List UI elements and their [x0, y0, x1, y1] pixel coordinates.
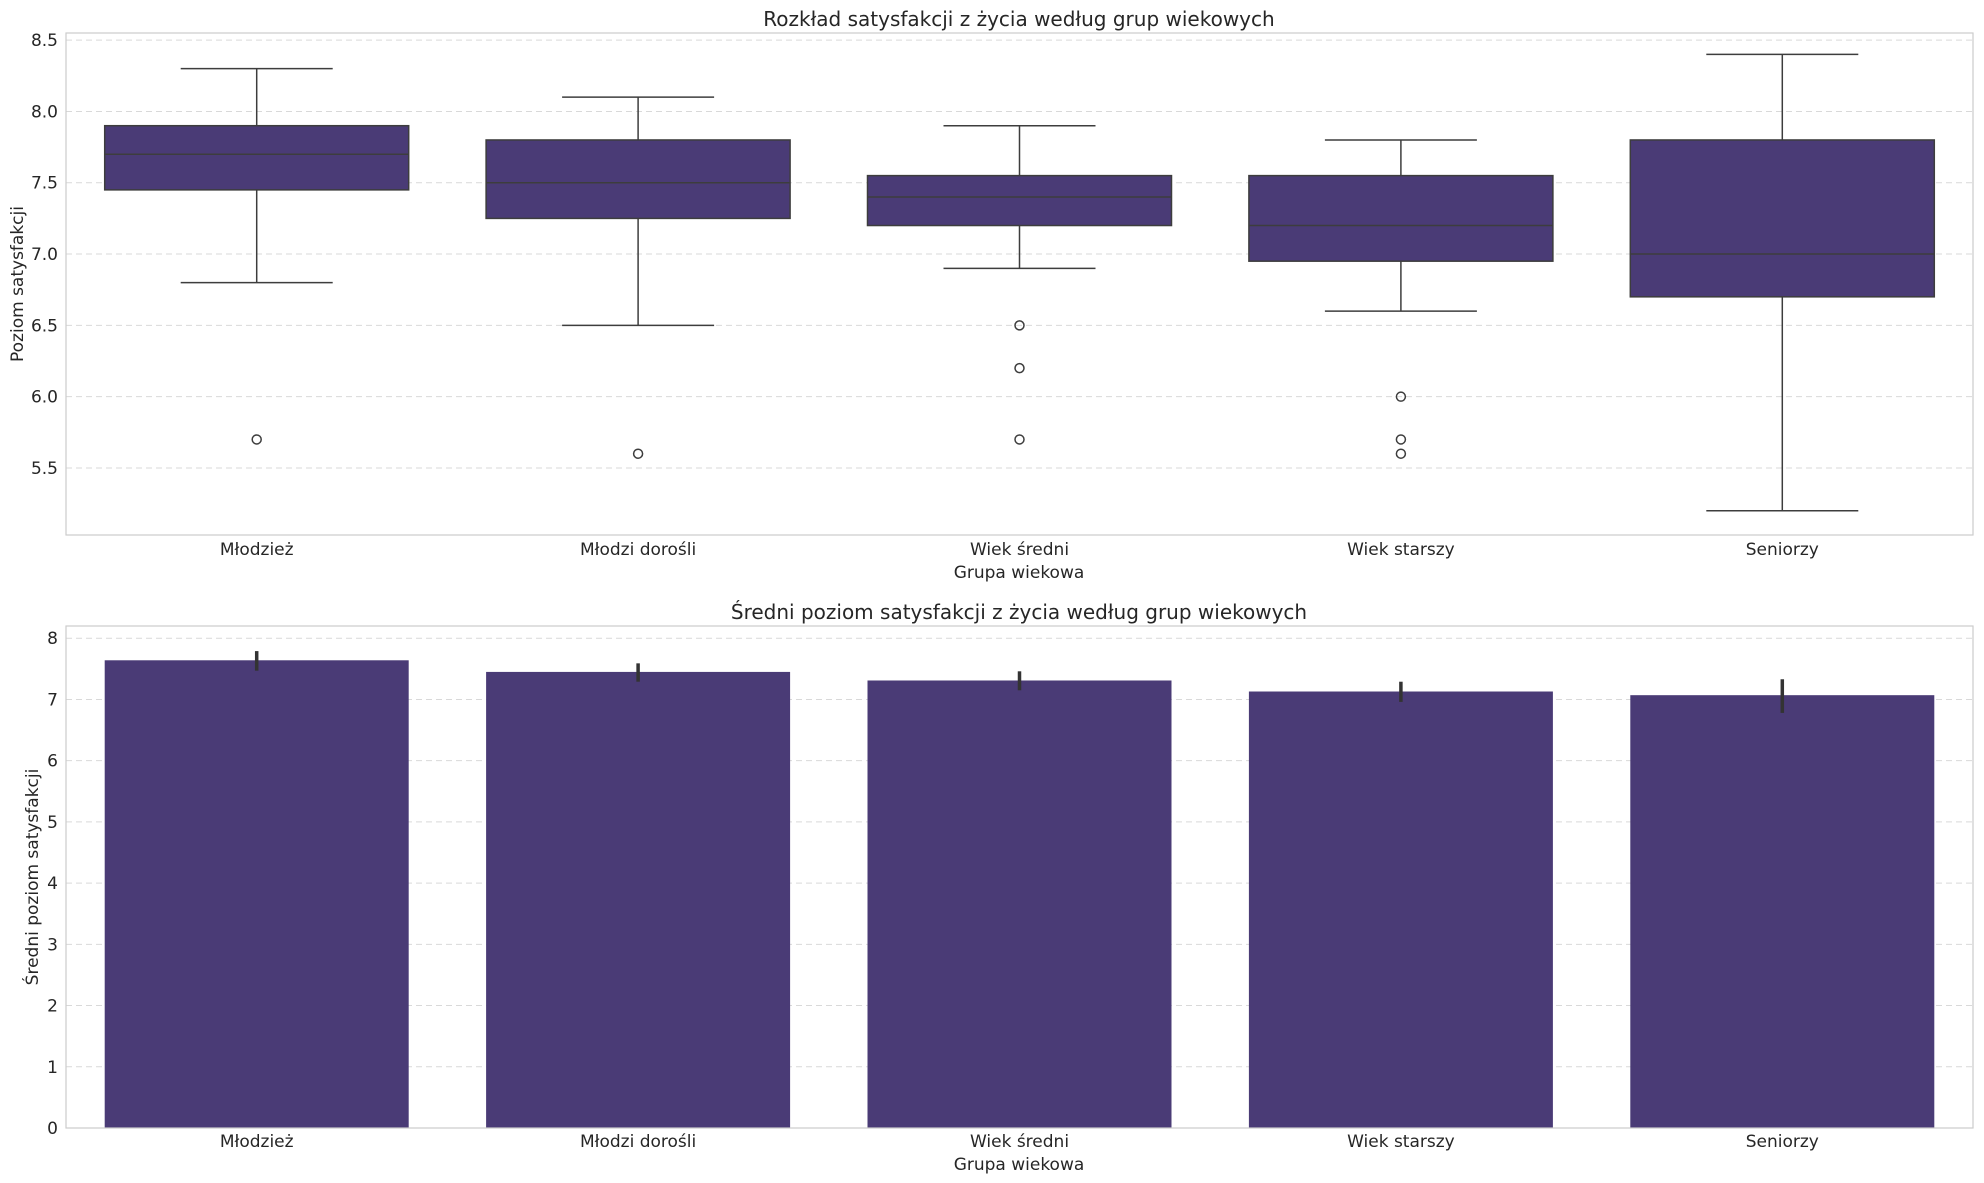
x-tick-label: Młodzież: [220, 540, 294, 560]
x-tick-label: Młodzi dorośli: [580, 1132, 696, 1152]
bar-4: [1248, 691, 1553, 1128]
y-tick-label: 3: [47, 935, 58, 955]
box-3: [866, 124, 1173, 445]
y-tick-label: 0: [47, 1119, 58, 1139]
boxplot-x-ticks: Młodzież Młodzi dorośli Wiek średni Wiek st…: [220, 540, 1819, 560]
box-4: [1248, 139, 1554, 459]
y-tick-label: 8.0: [31, 102, 58, 122]
outlier-point: [1395, 434, 1407, 445]
barplot-y-ticks: 0 1 2 3 4 5 6 7 8: [47, 629, 58, 1139]
barplot-x-axis-label: Grupa wiekowa: [954, 1155, 1085, 1175]
boxplot-y-ticks: 5.5 6.0 6.5 7.0 7.5 8.0 8.5: [31, 31, 58, 479]
x-tick-label: Wiek średni: [970, 540, 1069, 560]
x-tick-label: Seniorzy: [1746, 1132, 1819, 1152]
x-tick-label: Seniorzy: [1746, 540, 1819, 560]
box-2: [485, 96, 791, 459]
box-5: [1629, 53, 1936, 512]
box-iqr: [485, 139, 791, 220]
y-tick-label: 7.0: [31, 245, 58, 265]
boxplot-chart: Rozkład satysfakcji z życia według grup …: [8, 7, 1974, 583]
barplot-y-axis-label: Średni poziom satysfakcji: [21, 769, 43, 986]
y-tick-label: 5: [47, 813, 58, 833]
x-tick-label: Wiek starszy: [1347, 540, 1455, 560]
box-iqr: [103, 124, 410, 191]
y-tick-label: 6: [47, 752, 58, 772]
y-tick-label: 1: [47, 1058, 58, 1078]
y-tick-label: 6.5: [31, 316, 58, 336]
outlier-point: [1395, 391, 1407, 402]
outlier-point: [1395, 448, 1407, 459]
barplot-x-ticks: Młodzież Młodzi dorośli Wiek średni Wiek st…: [220, 1132, 1819, 1152]
outlier-point: [1014, 362, 1025, 374]
y-tick-label: 6.0: [31, 388, 58, 408]
outlier-point: [251, 434, 262, 445]
boxplot-x-axis-label: Grupa wiekowa: [954, 563, 1085, 583]
outlier-point: [1014, 434, 1025, 445]
outlier-point: [1014, 320, 1025, 331]
barplot-chart: Średni poziom satysfakcji z życia według…: [21, 600, 1974, 1175]
bar-3: [867, 680, 1172, 1128]
x-tick-label: Młodzież: [220, 1132, 294, 1152]
box-1: [103, 67, 410, 445]
boxplot-boxes: [103, 53, 1936, 512]
outlier-point: [632, 448, 644, 459]
boxplot-title: Rozkład satysfakcji z życia według grup …: [763, 7, 1274, 31]
barplot-bars: [104, 651, 1935, 1128]
y-tick-label: 7: [47, 690, 58, 710]
bar-2: [486, 671, 791, 1128]
barplot-axes-frame: [65, 625, 1974, 1129]
boxplot-axes-frame: [65, 32, 1974, 536]
box-iqr: [866, 174, 1173, 227]
y-tick-label: 4: [47, 874, 58, 894]
y-tick-label: 7.5: [31, 174, 58, 194]
bar-5: [1630, 695, 1935, 1128]
y-tick-label: 8: [47, 629, 58, 649]
y-tick-label: 5.5: [31, 459, 58, 479]
bar-1: [104, 660, 409, 1128]
box-iqr: [1248, 174, 1554, 262]
y-tick-label: 2: [47, 997, 58, 1017]
barplot-title: Średni poziom satysfakcji z życia według…: [731, 600, 1307, 624]
boxplot-y-axis-label: Poziom satysfakcji: [8, 206, 28, 362]
box-iqr: [1629, 139, 1936, 298]
x-tick-label: Młodzi dorośli: [580, 540, 696, 560]
x-tick-label: Wiek starszy: [1347, 1132, 1455, 1152]
x-tick-label: Wiek średni: [970, 1132, 1069, 1152]
y-tick-label: 8.5: [31, 31, 58, 51]
